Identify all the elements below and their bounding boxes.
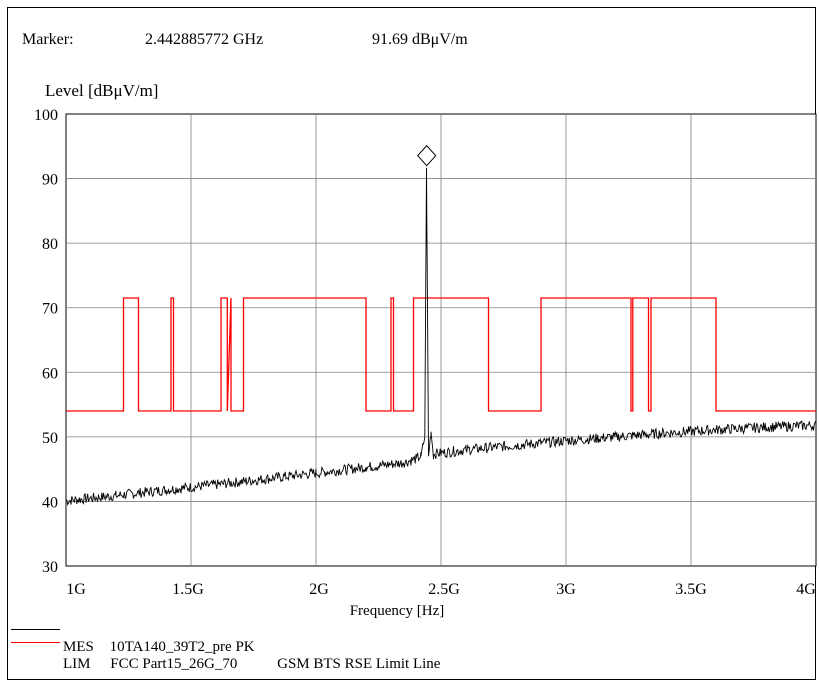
marker-frequency: 2.442885772 GHz — [145, 31, 264, 48]
legend-row-lim: LIM FCC Part15_26G_70 GSM BTS RSE Limit … — [63, 656, 440, 673]
legend-code-mes: MES — [63, 639, 94, 655]
x-tick-label: 1.5G — [172, 581, 204, 598]
legend-row-mes: MES 10TA140_39T2_pre PK — [63, 639, 255, 656]
x-tick-label: 1G — [66, 581, 86, 598]
marker-level: 91.69 dBμV/m — [372, 31, 468, 48]
legend: MES 10TA140_39T2_pre PK LIM FCC Part15_2… — [8, 625, 798, 675]
y-tick-labels: 30 40 50 60 70 80 90 100 — [34, 107, 58, 576]
legend-code-lim: LIM — [63, 656, 91, 672]
legend-name-mes: 10TA140_39T2_pre PK — [109, 639, 255, 655]
y-tick-label: 50 — [42, 430, 58, 447]
y-tick-label: 70 — [42, 301, 58, 318]
x-tick-label: 2.5G — [428, 581, 460, 598]
series-line-mes — [65, 167, 817, 506]
series-group — [65, 144, 817, 506]
legend-note-lim: GSM BTS RSE Limit Line — [277, 656, 441, 672]
legend-name-lim: FCC Part15_26G_70 — [110, 656, 238, 672]
x-axis-label: Frequency [Hz] — [350, 603, 445, 619]
y-axis-label: Level [dBμV/m] — [45, 81, 158, 100]
x-tick-label: 3G — [556, 581, 576, 598]
chart-svg: Level [dBμV/m] 30 40 50 60 70 80 90 100 1G 1.5G 2… — [34, 81, 817, 619]
y-tick-label: 60 — [42, 365, 58, 382]
marker-diamond-icon — [417, 144, 437, 167]
series-line-lim — [66, 297, 816, 412]
y-tick-label: 80 — [42, 236, 58, 253]
x-tick-label: 4G — [796, 581, 816, 598]
marker-label: Marker: — [22, 31, 74, 48]
x-tick-label: 2G — [309, 581, 329, 598]
legend-swatch-lim — [11, 642, 60, 643]
x-tick-labels: 1G 1.5G 2G 2.5G 3G 3.5G 4G — [66, 581, 816, 598]
y-tick-label: 40 — [42, 494, 58, 511]
y-tick-label: 90 — [42, 172, 58, 189]
legend-swatch-mes — [11, 629, 60, 630]
y-tick-label: 100 — [34, 107, 58, 124]
y-tick-label: 30 — [42, 559, 58, 576]
x-tick-label: 3.5G — [675, 581, 707, 598]
